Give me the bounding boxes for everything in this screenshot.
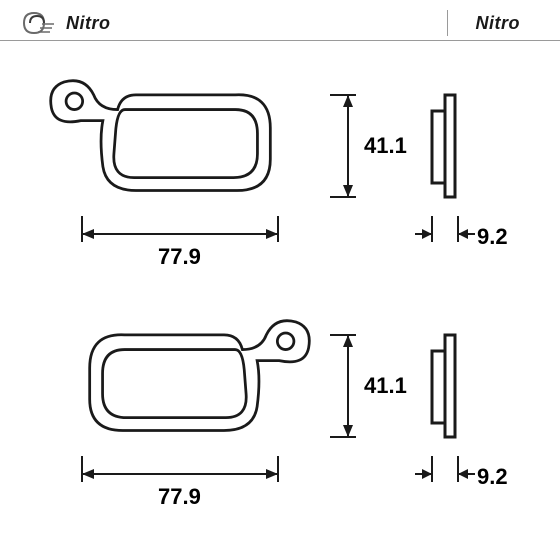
- pad-row-top: 41.1 77.9: [0, 81, 560, 291]
- header-vertical-divider: [447, 10, 448, 36]
- brake-pad-top: [80, 91, 280, 201]
- dim-height-top: 41.1: [330, 91, 400, 201]
- dim-thick-top-label: 9.2: [477, 224, 508, 250]
- dim-height-bottom: 41.1: [330, 331, 400, 441]
- dim-thick-bottom-label: 9.2: [477, 464, 508, 490]
- dim-thick-bottom: 9.2: [415, 456, 475, 511]
- brand-label-right: Nitro: [476, 13, 521, 34]
- header-left: Nitro: [20, 10, 111, 36]
- dim-width-top-label: 77.9: [158, 244, 201, 270]
- side-profile-top: [430, 91, 458, 201]
- diagram-content: 41.1 77.9: [0, 41, 560, 541]
- dim-height-top-label: 41.1: [364, 133, 407, 159]
- dim-height-bottom-label: 41.1: [364, 373, 407, 399]
- dim-width-bottom: 77.9: [80, 456, 280, 511]
- header-right: Nitro: [447, 10, 521, 36]
- dim-width-top: 77.9: [80, 216, 280, 271]
- dim-width-bottom-label: 77.9: [158, 484, 201, 510]
- brand-logo-icon: [20, 10, 56, 36]
- side-profile-bottom: [430, 331, 458, 441]
- header: Nitro Nitro: [0, 0, 560, 40]
- brand-label-left: Nitro: [66, 13, 111, 34]
- dim-thick-top: 9.2: [415, 216, 475, 271]
- pad-row-bottom: 41.1 77.9: [0, 321, 560, 531]
- brake-pad-bottom: [80, 331, 280, 441]
